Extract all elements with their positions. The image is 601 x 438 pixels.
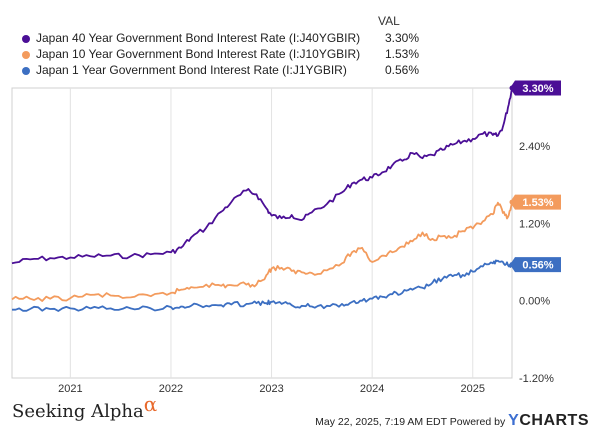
- ycharts-rest: CHARTS: [519, 412, 589, 429]
- ycharts-y: Y: [508, 412, 520, 429]
- seeking-alpha-logo: Seeking Alphaα: [12, 392, 157, 422]
- value-badge-2: [510, 257, 561, 273]
- value-badge-1: [510, 194, 561, 210]
- legend-value: 3.30%: [384, 31, 419, 45]
- legend-value: 1.53%: [384, 47, 419, 61]
- legend-item-40y[interactable]: Japan 40 Year Government Bond Interest R…: [22, 31, 442, 47]
- x-tick-label: 2025: [461, 383, 485, 395]
- series-line-0: [11, 87, 513, 265]
- value-badge-label-2: 0.56%: [522, 260, 553, 272]
- legend-label: Japan 1 Year Government Bond Interest Ra…: [36, 63, 347, 77]
- series-line-1: [11, 201, 513, 302]
- legend-dot-icon: [22, 35, 30, 43]
- y-tick-label: 1.20%: [519, 218, 550, 230]
- legend-value: 0.56%: [384, 63, 419, 77]
- legend-value-header: VAL: [378, 14, 400, 28]
- legend-dot-icon: [22, 67, 30, 75]
- x-tick-label: 2021: [58, 383, 82, 395]
- value-badge-label-0: 3.30%: [522, 83, 553, 95]
- x-tick-label: 2022: [159, 383, 183, 395]
- legend-label: Japan 40 Year Government Bond Interest R…: [36, 31, 361, 45]
- x-tick-label: 2023: [259, 383, 283, 395]
- alpha-mark: α: [143, 392, 158, 416]
- value-badge-0: [510, 80, 561, 96]
- y-tick-label: 2.40%: [519, 141, 550, 153]
- plot-frame: [11, 87, 513, 379]
- x-tick-label: 2024: [360, 383, 384, 395]
- y-tick-label: -1.20%: [519, 373, 554, 385]
- chart-footer: May 22, 2025, 7:19 AM EDT Powered by YCH…: [315, 412, 589, 430]
- footer-timestamp: May 22, 2025, 7:19 AM EDT Powered by: [315, 416, 506, 428]
- legend-item-1y[interactable]: Japan 1 Year Government Bond Interest Ra…: [22, 63, 442, 79]
- y-tick-label: 0.00%: [519, 296, 550, 308]
- legend-label: Japan 10 Year Government Bond Interest R…: [36, 47, 361, 61]
- brand-name: Seeking Alpha: [12, 401, 144, 422]
- legend-dot-icon: [22, 51, 30, 59]
- value-badge-label-1: 1.53%: [522, 197, 553, 209]
- legend-item-10y[interactable]: Japan 10 Year Government Bond Interest R…: [22, 47, 442, 63]
- series-line-2: [12, 259, 513, 312]
- chart-legend: VAL Japan 40 Year Government Bond Intere…: [0, 0, 601, 82]
- ycharts-logo[interactable]: YCHARTS: [508, 412, 589, 429]
